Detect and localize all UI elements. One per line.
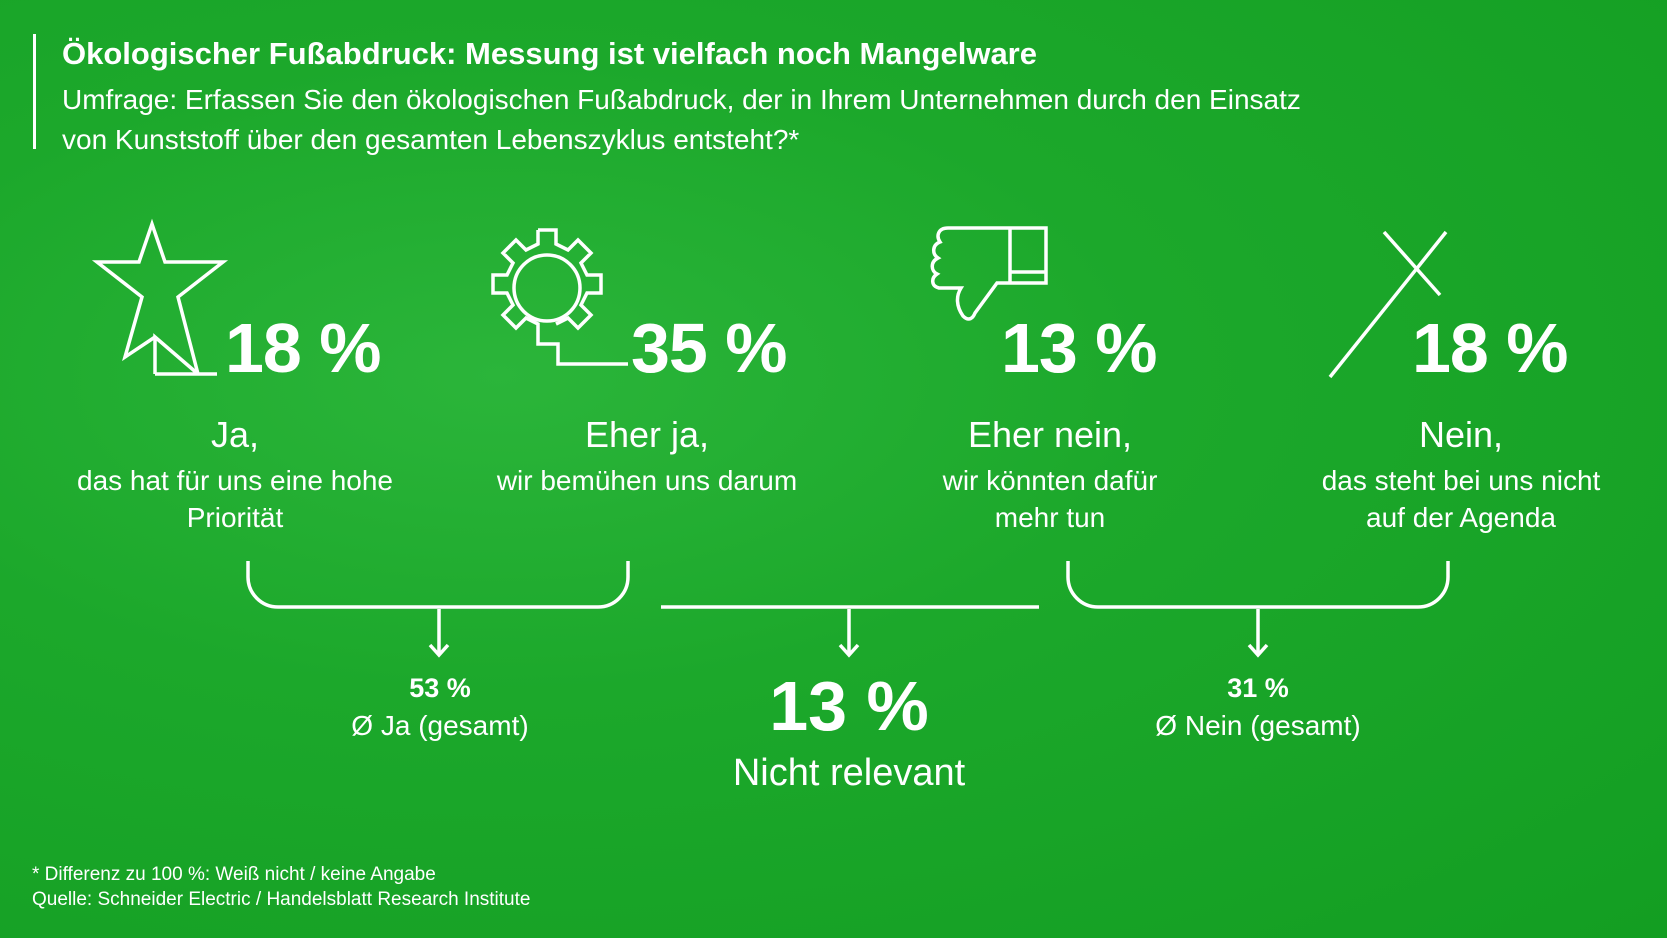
answer-yes-value: 18 % xyxy=(225,309,382,387)
subtitle: Umfrage: Erfassen Sie den ökologischen F… xyxy=(62,80,1301,160)
irrelevant-label: Nicht relevant xyxy=(732,752,966,794)
footer: * Differenz zu 100 %: Weiß nicht / keine… xyxy=(32,862,530,912)
answer-rather-yes-value: 35 % xyxy=(631,309,788,387)
yes-total-label: Ø Ja (gesamt) xyxy=(351,710,529,741)
cross-icon xyxy=(1328,230,1448,379)
thumbs-down-icon xyxy=(930,226,1048,321)
desc-line: Priorität xyxy=(186,502,284,533)
star-icon xyxy=(91,218,229,376)
footnote: * Differenz zu 100 %: Weiß nicht / keine… xyxy=(32,864,436,885)
answer-rather-yes-label: Eher ja, xyxy=(584,414,710,455)
desc-line: mehr tun xyxy=(994,502,1106,533)
answer-no-description: das steht bei uns nicht auf der Agenda xyxy=(1322,462,1601,536)
subtitle-line-1: Umfrage: Erfassen Sie den ökologischen F… xyxy=(62,84,1301,115)
answer-rather-no-label: Eher nein, xyxy=(967,414,1133,455)
no-total-value: 31 % xyxy=(1227,673,1289,703)
answer-no-label: Nein, xyxy=(1418,414,1504,455)
page-title: Ökologischer Fußabdruck: Messung ist vie… xyxy=(62,36,1037,71)
answer-rather-yes-description: wir bemühen uns darum xyxy=(497,462,797,499)
irrelevant-value: 13 % xyxy=(769,667,929,745)
desc-line: das steht bei uns nicht xyxy=(1321,465,1601,496)
answer-yes-label: Ja, xyxy=(210,414,260,455)
gear-icon xyxy=(491,228,628,366)
no-bracket xyxy=(1066,561,1450,658)
desc-line: auf der Agenda xyxy=(1366,502,1556,533)
answer-rather-no-value: 13 % xyxy=(1001,309,1158,387)
answer-no-value: 18 % xyxy=(1412,309,1569,387)
answer-yes-description: das hat für uns eine hohe Priorität xyxy=(77,462,393,536)
no-total-label: Ø Nein (gesamt) xyxy=(1155,710,1361,741)
desc-line: wir bemühen uns darum xyxy=(496,465,798,496)
irrelevant-line xyxy=(661,605,1039,658)
answer-rather-no-description: wir könnten dafür mehr tun xyxy=(943,462,1158,536)
desc-line: das hat für uns eine hohe xyxy=(76,465,394,496)
yes-total-value: 53 % xyxy=(409,673,471,703)
yes-bracket xyxy=(246,561,630,658)
source: Quelle: Schneider Electric / Handelsblat… xyxy=(32,889,531,910)
desc-line: wir könnten dafür xyxy=(942,465,1158,496)
title-accent-bar xyxy=(33,34,36,149)
subtitle-line-2: von Kunststoff über den gesamten Lebensz… xyxy=(62,124,800,155)
